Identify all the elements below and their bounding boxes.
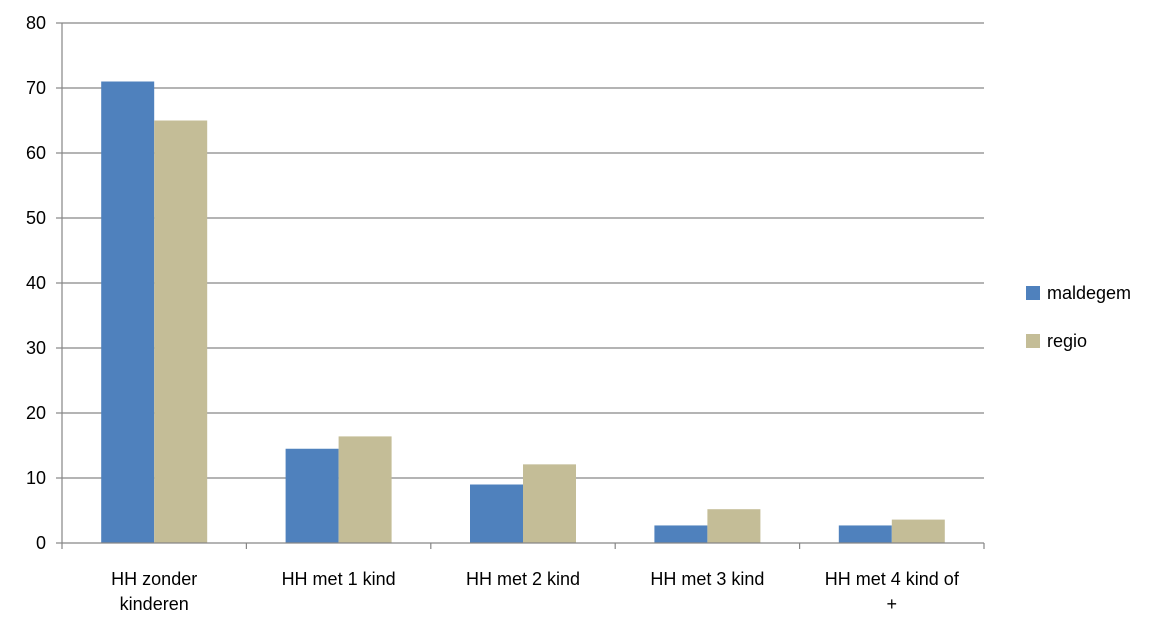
y-tick-label: 60	[26, 143, 46, 163]
y-tick-label: 80	[26, 13, 46, 33]
x-axis-labels: HH zonder kinderen HH met 1 kind HH met 2 k…	[111, 569, 960, 614]
y-tick-label: 70	[26, 78, 46, 98]
x-category-label: HH zonder kinderen	[111, 569, 197, 614]
y-tick-label: 50	[26, 208, 46, 228]
gridlines	[62, 22, 984, 479]
y-tick-label: 30	[26, 338, 46, 358]
bar-regio	[154, 120, 208, 543]
bar-maldegem	[654, 525, 708, 543]
bar-maldegem	[101, 81, 155, 543]
bar-regio	[891, 519, 945, 543]
bar-regio	[707, 509, 761, 543]
bar-maldegem	[838, 525, 892, 543]
y-tick-label: 20	[26, 403, 46, 423]
x-category-label: HH met 3 kind	[650, 569, 764, 589]
legend-label: maldegem	[1047, 283, 1131, 303]
legend-swatch	[1026, 334, 1040, 348]
y-tick-label: 40	[26, 273, 46, 293]
bars	[101, 81, 945, 543]
bar-maldegem	[470, 484, 523, 543]
legend: maldegem regio	[1026, 283, 1131, 351]
bar-regio	[338, 436, 392, 543]
legend-label: regio	[1047, 331, 1087, 351]
bar-maldegem	[285, 448, 339, 543]
x-category-label: HH met 1 kind	[282, 569, 396, 589]
bar-regio	[523, 464, 576, 543]
y-axis-ticks: 0 10 20 30 40 50 60 70 80	[26, 13, 62, 553]
y-tick-label: 10	[26, 468, 46, 488]
x-category-label: HH met 4 kind of +	[825, 569, 960, 614]
x-category-label: HH met 2 kind	[466, 569, 580, 589]
legend-swatch	[1026, 286, 1040, 300]
y-tick-label: 0	[36, 533, 46, 553]
axes	[61, 23, 985, 549]
